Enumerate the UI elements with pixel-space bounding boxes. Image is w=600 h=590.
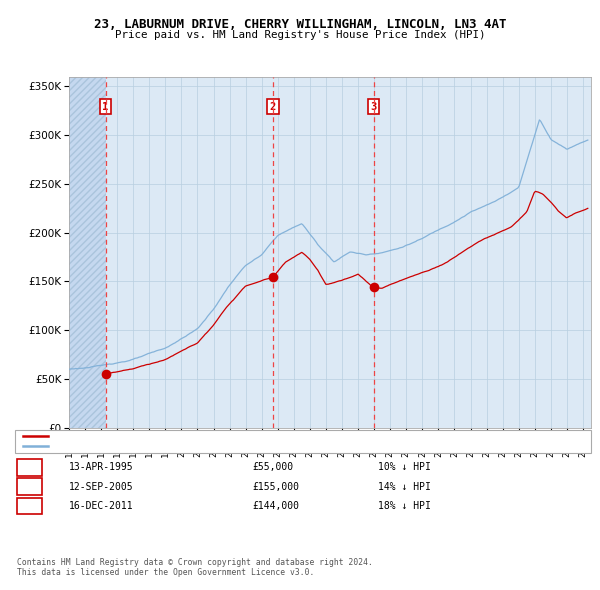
- Text: £155,000: £155,000: [252, 482, 299, 491]
- Text: 2: 2: [26, 482, 32, 491]
- Text: 3: 3: [26, 502, 32, 511]
- Text: Contains HM Land Registry data © Crown copyright and database right 2024.
This d: Contains HM Land Registry data © Crown c…: [17, 558, 373, 577]
- Text: 2: 2: [270, 101, 276, 112]
- Text: £55,000: £55,000: [252, 463, 293, 472]
- Text: 23, LABURNUM DRIVE, CHERRY WILLINGHAM, LINCOLN, LN3 4AT (detached house): 23, LABURNUM DRIVE, CHERRY WILLINGHAM, L…: [53, 431, 431, 441]
- Text: HPI: Average price, detached house, West Lindsey: HPI: Average price, detached house, West…: [53, 441, 305, 451]
- Text: 12-SEP-2005: 12-SEP-2005: [69, 482, 134, 491]
- Text: 18% ↓ HPI: 18% ↓ HPI: [378, 502, 431, 511]
- Text: 1: 1: [103, 101, 109, 112]
- Text: 10% ↓ HPI: 10% ↓ HPI: [378, 463, 431, 472]
- Text: £144,000: £144,000: [252, 502, 299, 511]
- Text: 13-APR-1995: 13-APR-1995: [69, 463, 134, 472]
- Text: 16-DEC-2011: 16-DEC-2011: [69, 502, 134, 511]
- Text: 14% ↓ HPI: 14% ↓ HPI: [378, 482, 431, 491]
- Text: 3: 3: [370, 101, 377, 112]
- Text: Price paid vs. HM Land Registry's House Price Index (HPI): Price paid vs. HM Land Registry's House …: [115, 30, 485, 40]
- Text: 1: 1: [26, 463, 32, 472]
- Text: 23, LABURNUM DRIVE, CHERRY WILLINGHAM, LINCOLN, LN3 4AT: 23, LABURNUM DRIVE, CHERRY WILLINGHAM, L…: [94, 18, 506, 31]
